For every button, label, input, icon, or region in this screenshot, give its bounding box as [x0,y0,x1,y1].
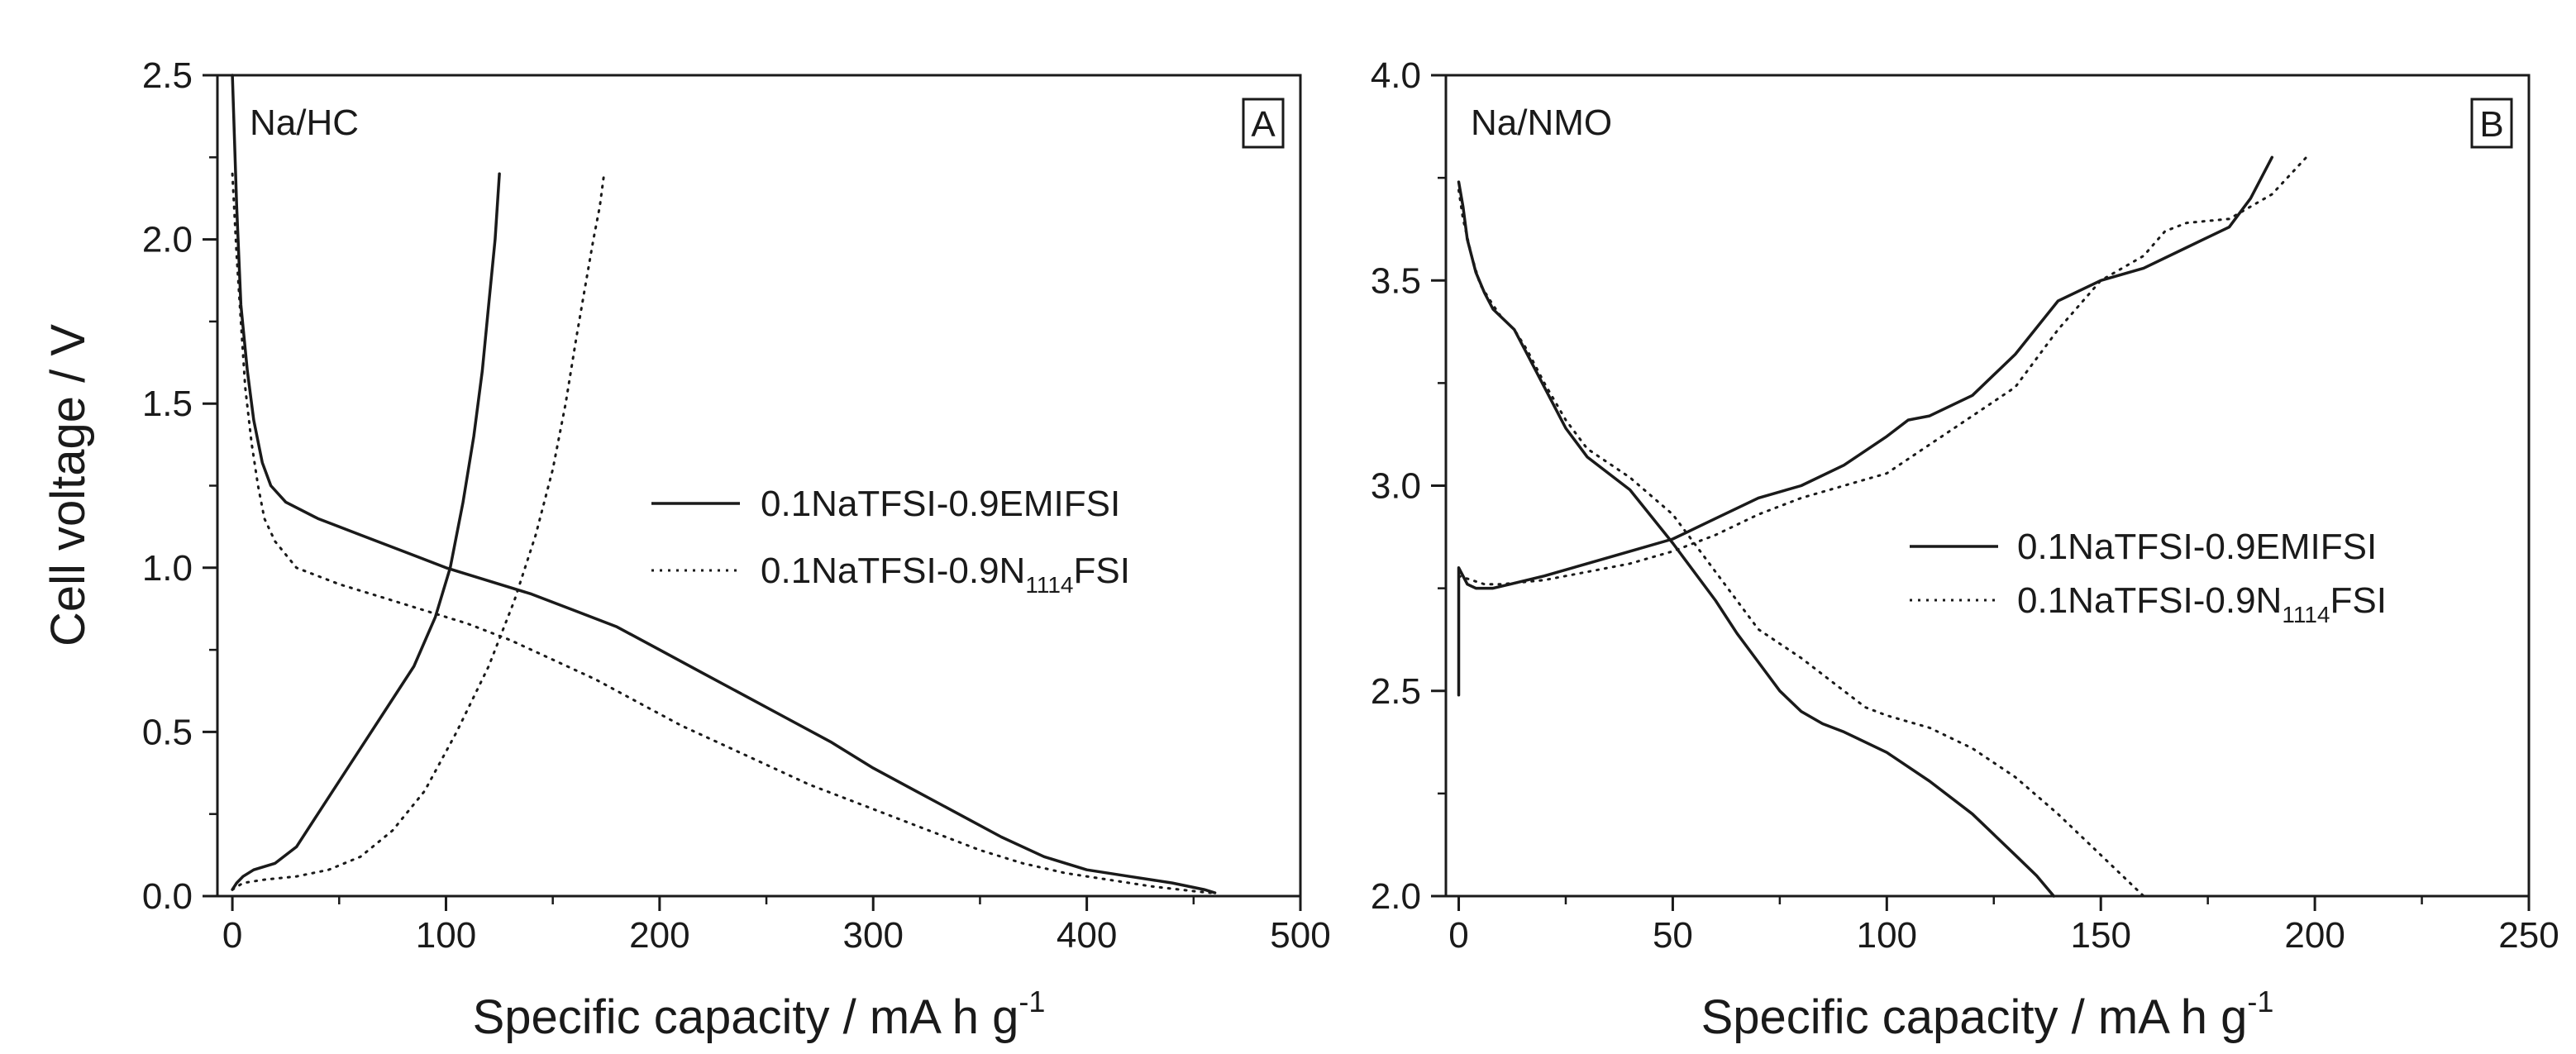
panel-label-b: B [2479,104,2503,145]
panel-label-a: A [1251,104,1276,145]
ticks-a: 0 100 200 300 400 500 0.0 0.5 1.0 1.5 2.0 2.5 [142,55,1331,956]
x-tick-label: 200 [629,915,689,956]
ticks-b: 0 50 100 150 200 250 2.0 2.5 3.0 3.5 4.0 [1371,55,2559,956]
series-emifsi-curve-2 [1457,180,2056,898]
legend-label-n1114fsi-a: 0.1NaTFSI-0.9N1114FSI [761,551,1130,598]
legend-b: 0.1NaTFSI-0.9EMIFSI 0.1NaTFSI-0.9N1114FS… [1910,527,2387,627]
series-n1114fsi-curve-1 [1457,155,2308,586]
legend-label-emifsi-b: 0.1NaTFSI-0.9EMIFSI [2017,527,2377,567]
x-tick-label: 500 [1270,915,1330,956]
x-tick-label: 100 [1857,915,1917,956]
legend-label-emifsi-a: 0.1NaTFSI-0.9EMIFSI [761,484,1120,524]
plot-frame-b [1444,74,2531,898]
annotation-na-nmo: Na/NMO [1471,103,1612,143]
y-axis-title: Cell voltage / V [41,324,95,646]
y-tick-label: 3.0 [1371,466,1421,507]
y-tick-label: 0.5 [142,712,193,752]
x-tick-label: 50 [1653,915,1693,956]
x-tick-label: 250 [2498,915,2559,956]
y-tick-label: 2.0 [1371,876,1421,917]
series-n1114fsi-curve-1 [231,172,1212,894]
x-tick-label: 0 [222,915,242,956]
y-tick-label: 0.0 [142,876,193,917]
curves-b [1457,155,2308,898]
y-tick-label: 4.0 [1371,55,1421,96]
annotation-na-hc: Na/HC [250,103,359,143]
x-tick-label: 150 [2071,915,2131,956]
y-tick-label: 2.5 [142,55,193,96]
x-axis-title-b: Specific capacity / mA h g-1 [1701,985,2274,1044]
x-tick-label: 100 [416,915,476,956]
y-tick-label: 2.0 [142,220,193,260]
panel-label-frame-a [1242,98,1285,149]
x-tick-label: 200 [2284,915,2345,956]
x-tick-label: 0 [1448,915,1468,956]
series-emifsi-curve-1 [1457,155,2274,697]
curves-a [231,74,1217,894]
y-tick-label: 1.5 [142,384,193,424]
y-tick-label: 1.0 [142,548,193,589]
panel-label-frame-b [2470,98,2513,149]
legend-label-n1114fsi-b: 0.1NaTFSI-0.9N1114FSI [2017,580,2387,627]
panel-a: 0 100 200 300 400 500 0.0 0.5 1.0 1.5 2.0 2.5 Na/HC… [41,55,1331,1044]
panel-label-box-a: A [1242,98,1285,149]
series-emifsi-curve-1 [231,74,1217,894]
x-axis-title-a: Specific capacity / mA h g-1 [473,985,1046,1044]
plot-frame-a [216,74,1302,898]
series-n1114fsi-curve-2 [1457,188,2145,898]
legend-a: 0.1NaTFSI-0.9EMIFSI 0.1NaTFSI-0.9N1114FS… [651,484,1130,598]
x-tick-label: 300 [843,915,904,956]
y-tick-label: 2.5 [1371,671,1421,712]
series-n1114fsi-curve-2 [231,172,606,891]
panel-label-box-b: B [2470,98,2513,149]
x-tick-label: 400 [1057,915,1117,956]
series-emifsi-curve-2 [231,172,501,891]
y-tick-label: 3.5 [1371,260,1421,301]
